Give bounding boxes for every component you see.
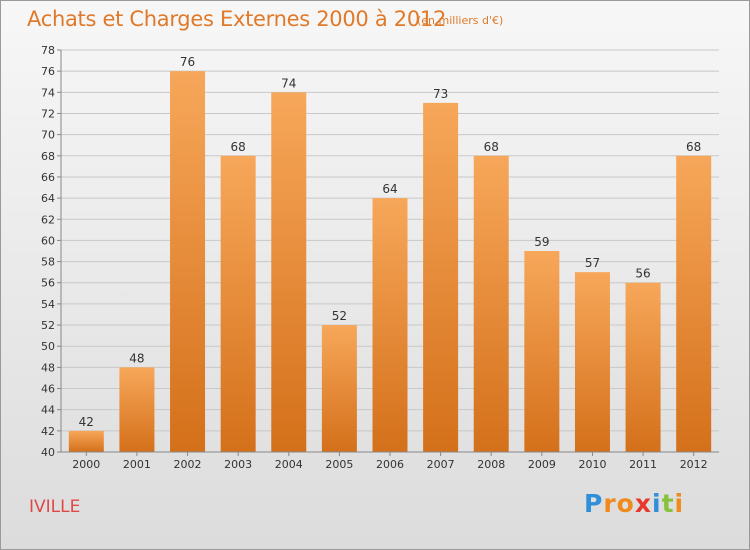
bar-value-label: 57 bbox=[585, 256, 600, 270]
bar bbox=[423, 102, 459, 452]
bar-value-label: 64 bbox=[382, 182, 397, 196]
bar-value-label: 68 bbox=[484, 140, 499, 154]
y-tick-label: 76 bbox=[41, 65, 55, 78]
y-tick-label: 66 bbox=[41, 171, 55, 184]
logo-letter: t bbox=[661, 489, 675, 518]
chart-subtitle: (en milliers d'€) bbox=[417, 14, 504, 27]
x-tick-label: 2006 bbox=[376, 458, 404, 471]
logo-letter: i bbox=[652, 489, 662, 518]
proxiti-logo: Proxiti bbox=[584, 489, 684, 518]
commune-name: IVILLE bbox=[29, 497, 81, 517]
y-tick-label: 44 bbox=[41, 404, 55, 417]
bar-value-label: 48 bbox=[129, 351, 144, 365]
y-tick-label: 52 bbox=[41, 319, 55, 332]
y-tick-label: 50 bbox=[41, 340, 55, 353]
bar-value-label: 59 bbox=[534, 235, 549, 249]
bar bbox=[321, 325, 357, 452]
bar bbox=[574, 272, 610, 452]
y-tick-label: 58 bbox=[41, 256, 55, 269]
y-tick-label: 56 bbox=[41, 277, 55, 290]
x-tick-label: 2012 bbox=[680, 458, 708, 471]
y-tick-label: 72 bbox=[41, 107, 55, 120]
x-tick-label: 2004 bbox=[275, 458, 303, 471]
x-tick-label: 2008 bbox=[477, 458, 505, 471]
bar bbox=[676, 155, 712, 452]
y-tick-label: 40 bbox=[41, 446, 55, 459]
logo-letter: i bbox=[674, 489, 685, 518]
bar bbox=[68, 430, 104, 452]
bar-value-label: 74 bbox=[281, 76, 296, 90]
bar-value-label: 56 bbox=[635, 267, 650, 281]
bar bbox=[524, 251, 560, 452]
logo-letter: o bbox=[616, 489, 635, 518]
y-tick-label: 54 bbox=[41, 298, 55, 311]
bar-value-label: 52 bbox=[332, 309, 347, 323]
bar-value-label: 76 bbox=[180, 55, 195, 69]
y-tick-label: 74 bbox=[41, 86, 55, 99]
x-tick-label: 2001 bbox=[123, 458, 151, 471]
y-tick-label: 42 bbox=[41, 425, 55, 438]
y-tick-label: 64 bbox=[41, 192, 55, 205]
bar bbox=[220, 155, 256, 452]
chart-title: Achats et Charges Externes 2000 à 2012 bbox=[27, 7, 447, 31]
x-tick-label: 2003 bbox=[224, 458, 252, 471]
y-tick-label: 46 bbox=[41, 383, 55, 396]
bar bbox=[372, 198, 408, 452]
bar bbox=[119, 367, 155, 452]
x-tick-label: 2011 bbox=[629, 458, 657, 471]
logo-letter: x bbox=[634, 489, 652, 518]
x-tick-label: 2010 bbox=[578, 458, 606, 471]
bar-value-label: 42 bbox=[79, 415, 94, 429]
y-tick-label: 60 bbox=[41, 234, 55, 247]
logo-letter: r bbox=[603, 489, 617, 518]
x-tick-label: 2000 bbox=[72, 458, 100, 471]
logo-letter: P bbox=[584, 489, 604, 518]
bar bbox=[170, 71, 206, 452]
bar bbox=[625, 282, 661, 452]
y-tick-label: 70 bbox=[41, 129, 55, 142]
x-tick-label: 2009 bbox=[528, 458, 556, 471]
y-tick-label: 68 bbox=[41, 150, 55, 163]
bar-value-label: 73 bbox=[433, 87, 448, 101]
x-tick-label: 2002 bbox=[174, 458, 202, 471]
x-tick-label: 2005 bbox=[325, 458, 353, 471]
bar bbox=[271, 92, 307, 452]
bar-value-label: 68 bbox=[231, 140, 246, 154]
y-tick-label: 62 bbox=[41, 213, 55, 226]
y-tick-label: 78 bbox=[41, 44, 55, 57]
bar bbox=[473, 155, 509, 452]
x-tick-label: 2007 bbox=[427, 458, 455, 471]
y-tick-label: 48 bbox=[41, 361, 55, 374]
bar-value-label: 68 bbox=[686, 140, 701, 154]
